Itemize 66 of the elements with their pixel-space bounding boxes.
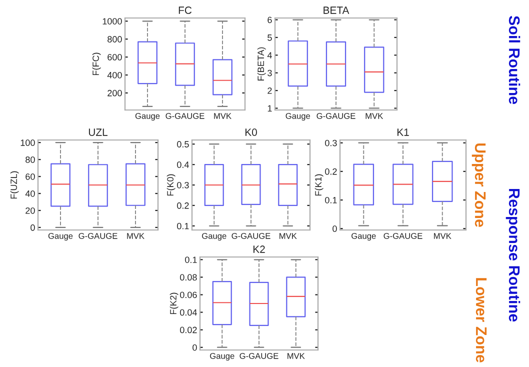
chart-title: K0	[245, 128, 257, 136]
x-tick-label: Gauge	[352, 233, 376, 241]
y-tick-label: 1	[268, 105, 272, 112]
chart-title: K2	[253, 246, 265, 253]
y-tick-label: 0.08	[180, 274, 197, 281]
y-axis-title: F(K2)	[170, 292, 178, 314]
x-tick-label: G-GAUGE	[240, 353, 278, 359]
y-tick-label: 0.5	[177, 141, 189, 148]
chart-title: BETA	[324, 6, 350, 14]
y-tick-label: 0.2	[177, 202, 189, 209]
y-tick-label: 0.02	[180, 326, 197, 334]
y-tick-label: 20	[26, 207, 35, 214]
y-tick-label: 80	[26, 156, 35, 163]
x-tick-label: G-GAUGE	[166, 113, 204, 119]
y-tick-label: 0.04	[180, 309, 197, 316]
y-tick-label: 0	[30, 224, 35, 231]
y-tick-label: 400	[107, 72, 122, 78]
y-tick-label: 3	[268, 70, 272, 76]
y-axis-title: F(UZL)	[10, 171, 19, 199]
text: Response Routine	[506, 188, 520, 322]
y-tick-label: 0	[192, 344, 197, 351]
x-tick-label: Gauge	[210, 353, 234, 361]
y-axis-title: F(K0)	[166, 174, 176, 196]
x-tick-label: MVK	[366, 113, 384, 119]
x-tick-label: Gauge	[135, 113, 160, 121]
chart-title: K1	[397, 128, 409, 136]
y-tick-label: 100	[20, 140, 35, 146]
y-tick-label: 2	[268, 88, 272, 94]
y-tick-label: 200	[108, 90, 122, 96]
y-tick-label: 60	[26, 173, 35, 180]
y-tick-label: 0.1	[185, 256, 197, 263]
y-tick-label: 40	[25, 190, 35, 197]
chart-title: FC	[178, 6, 192, 14]
y-tick-label: 0.3	[325, 140, 337, 146]
y-tick-label: 6	[268, 16, 272, 24]
text: Lower Zone	[476, 278, 487, 362]
y-axis-title: F(FC)	[92, 52, 101, 76]
y-tick-label: 0.1	[325, 196, 337, 204]
x-tick-label: G-GAUGE	[384, 233, 422, 239]
y-tick-label: 4	[267, 52, 272, 58]
x-tick-label: MVK	[127, 233, 144, 239]
text: Upper Zone	[472, 143, 486, 227]
y-tick-label: 0.3	[177, 182, 189, 188]
x-tick-label: Gauge	[286, 113, 310, 121]
x-tick-label: MVK	[434, 233, 452, 239]
x-tick-label: MVK	[214, 113, 232, 119]
x-tick-label: G-GAUGE	[316, 113, 356, 119]
y-tick-label: 0.1	[177, 222, 189, 230]
y-axis-title: F(K1)	[314, 174, 324, 196]
y-tick-label: 0.06	[180, 292, 197, 298]
x-tick-label: MVK	[280, 233, 297, 239]
y-axis-title: F(BETA)	[257, 47, 266, 80]
y-tick-label: 800	[108, 36, 122, 42]
chart-title: UZL	[88, 128, 108, 136]
x-tick-label: G-GAUGE	[78, 233, 118, 239]
y-tick-label: 5	[268, 34, 272, 41]
x-tick-label: MVK	[288, 353, 305, 359]
y-tick-label: 0.4	[177, 162, 189, 168]
y-tick-label: 0.2	[325, 168, 337, 175]
y-tick-label: 0	[332, 226, 337, 232]
y-tick-label: 1000	[102, 18, 122, 24]
y-tick-label: 600	[108, 54, 122, 60]
x-tick-label: Gauge	[48, 233, 73, 241]
text: Soil Routine	[508, 16, 520, 104]
x-tick-label: Gauge	[202, 233, 226, 241]
x-tick-label: G-GAUGE	[232, 233, 270, 239]
